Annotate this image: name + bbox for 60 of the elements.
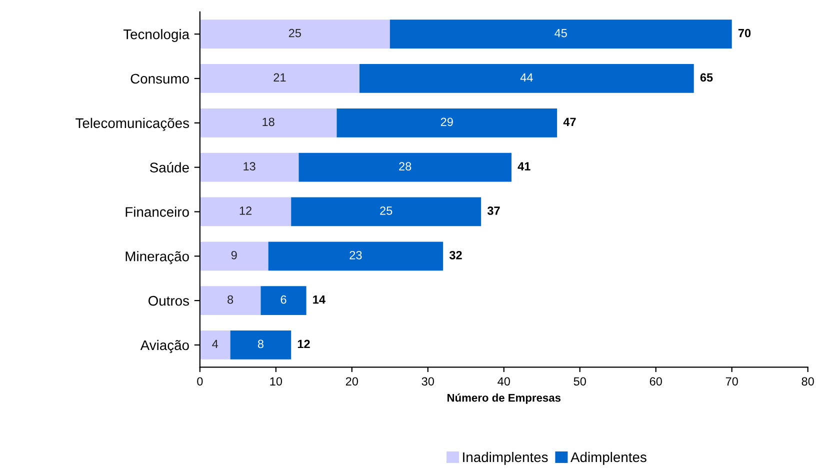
total-label: 70 bbox=[738, 28, 751, 38]
bar bbox=[200, 242, 268, 271]
y-tick-label: Tecnologia bbox=[123, 29, 190, 42]
total-label: 12 bbox=[298, 340, 310, 348]
bar bbox=[336, 108, 558, 138]
data-label: 8 bbox=[228, 295, 234, 304]
y-tick-label: Mineração bbox=[126, 251, 189, 264]
bar bbox=[200, 152, 299, 182]
y-tick-label: Telecomunicações bbox=[76, 118, 190, 131]
bar bbox=[200, 286, 261, 315]
data-label: 25 bbox=[380, 206, 392, 215]
total-label: 65 bbox=[700, 73, 713, 82]
data-label: 13 bbox=[244, 162, 256, 170]
data-label: 45 bbox=[554, 29, 567, 38]
bar bbox=[360, 64, 694, 93]
bar bbox=[390, 20, 732, 49]
data-label: 12 bbox=[240, 206, 252, 215]
total-label: 47 bbox=[563, 118, 576, 126]
data-label: 8 bbox=[258, 340, 264, 348]
bar bbox=[200, 197, 292, 226]
data-label: 28 bbox=[399, 162, 412, 170]
data-label: 23 bbox=[350, 250, 362, 260]
bar bbox=[260, 286, 306, 315]
data-label: 29 bbox=[440, 118, 453, 126]
total-label: 37 bbox=[487, 206, 500, 215]
y-tick-label: Consumo bbox=[130, 74, 189, 84]
bar bbox=[298, 152, 512, 182]
data-label: 18 bbox=[262, 118, 274, 126]
x-tick-label: 50 bbox=[574, 377, 586, 386]
total-label: 32 bbox=[449, 250, 462, 260]
x-tick-label: 30 bbox=[422, 377, 434, 386]
bar bbox=[230, 330, 292, 360]
x-tick-label: 70 bbox=[726, 377, 738, 386]
total-label: 14 bbox=[313, 295, 326, 304]
x-tick-label: 20 bbox=[346, 377, 358, 386]
bar bbox=[200, 20, 390, 49]
bar bbox=[200, 64, 360, 93]
y-tick-label: Aviação bbox=[140, 340, 189, 353]
y-tick-label: Financeiro bbox=[126, 206, 189, 217]
x-tick-label: 40 bbox=[498, 377, 510, 386]
legend-label: Adimplentes bbox=[570, 452, 646, 465]
y-tick-label: Saúde bbox=[150, 162, 189, 172]
data-label: 44 bbox=[520, 73, 533, 82]
data-label: 21 bbox=[274, 73, 286, 82]
legend-label: Inadimplentes bbox=[463, 452, 548, 465]
x-tick-label: 80 bbox=[802, 377, 814, 386]
x-tick-label: 60 bbox=[650, 377, 662, 386]
bar bbox=[200, 108, 337, 138]
bar bbox=[200, 330, 230, 360]
x-tick-label: 10 bbox=[270, 377, 282, 386]
bar bbox=[291, 197, 482, 226]
data-label: 25 bbox=[288, 28, 301, 38]
total-label: 41 bbox=[518, 162, 530, 170]
x-axis-title: Número de Empresas bbox=[448, 393, 561, 404]
data-label: 6 bbox=[280, 295, 286, 304]
x-tick-label: 0 bbox=[197, 377, 203, 386]
bar bbox=[268, 242, 444, 271]
y-tick-label: Outros bbox=[148, 296, 190, 306]
data-label: 4 bbox=[212, 340, 218, 348]
data-label: 9 bbox=[231, 250, 237, 260]
